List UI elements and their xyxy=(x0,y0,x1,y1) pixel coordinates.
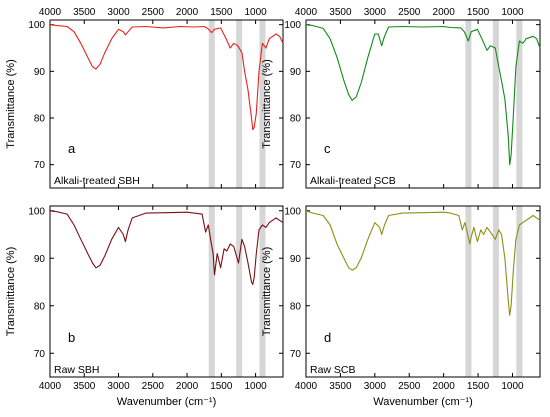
highlight-band xyxy=(465,206,472,377)
y-tick-label: 70 xyxy=(290,160,302,171)
x-tick-label: 2500 xyxy=(398,381,421,392)
plot-frame xyxy=(49,19,284,189)
series-line xyxy=(49,210,284,285)
panel-letter: a xyxy=(68,141,76,156)
y-axis-label: Transmittance (%) xyxy=(5,247,17,336)
highlight-band xyxy=(208,20,215,188)
x-tick-label: 2000 xyxy=(176,381,199,392)
top-x-tick-label: 1000 xyxy=(244,7,267,18)
y-tick-label: 70 xyxy=(34,349,46,360)
y-tick-label: 90 xyxy=(290,254,302,265)
x-axis-label: Wavenumber (cm⁻¹) xyxy=(373,396,473,408)
top-x-tick-label: 1500 xyxy=(210,7,233,18)
y-tick-label: 70 xyxy=(290,349,302,360)
top-x-tick-label: 2500 xyxy=(142,7,165,18)
y-tick-label: 90 xyxy=(34,67,46,78)
y-axis-label: Transmittance (%) xyxy=(261,247,273,336)
y-tick-label: 100 xyxy=(284,20,301,31)
top-x-tick-label: 1500 xyxy=(467,7,490,18)
y-tick-label: 80 xyxy=(290,114,302,125)
highlight-band xyxy=(492,20,499,188)
x-tick-label: 1500 xyxy=(467,381,490,392)
x-axis-label: Wavenumber (cm⁻¹) xyxy=(117,396,217,408)
y-tick-label: 70 xyxy=(34,160,46,171)
x-tick-label: 3000 xyxy=(364,381,387,392)
panel-caption: Alkali-treated SCB xyxy=(310,175,396,187)
y-tick-label: 80 xyxy=(290,301,302,312)
series-line xyxy=(305,210,541,316)
top-x-tick-label: 3000 xyxy=(364,7,387,18)
panel-caption: Alkali-treated SBH xyxy=(54,175,140,187)
x-tick-label: 4000 xyxy=(295,381,318,392)
x-tick-label: 3000 xyxy=(107,381,130,392)
highlight-band xyxy=(465,20,472,188)
top-x-tick-label: 1000 xyxy=(501,7,524,18)
y-tick-label: 90 xyxy=(290,67,302,78)
top-x-tick-label: 4000 xyxy=(39,7,62,18)
top-x-tick-label: 2000 xyxy=(433,7,456,18)
panel-c: 70 80 90 100 4000 3500 3000 2500 2000 1500 1000 Tra… xyxy=(261,7,541,189)
x-tick-label: 2500 xyxy=(142,381,165,392)
x-tick-label: 2000 xyxy=(433,381,456,392)
series-line xyxy=(305,24,541,166)
x-tick-label: 1000 xyxy=(244,381,267,392)
series-line xyxy=(49,24,284,131)
top-x-tick-label: 2500 xyxy=(398,7,421,18)
highlight-band xyxy=(236,20,243,188)
x-tick-label: 4000 xyxy=(39,381,62,392)
x-tick-label: 1000 xyxy=(501,381,524,392)
y-axis-label: Transmittance (%) xyxy=(5,59,17,148)
plot-frame xyxy=(305,205,541,378)
panel-caption: Raw SBH xyxy=(54,364,100,376)
highlight-band xyxy=(236,206,243,377)
highlight-band xyxy=(259,20,266,188)
y-tick-label: 100 xyxy=(28,206,45,217)
highlight-band xyxy=(208,206,215,377)
panel-a: 70 80 90 100 4000 3500 3000 2500 2000 1500 1000 Tra… xyxy=(5,7,284,189)
top-x-tick-label: 3500 xyxy=(329,7,352,18)
y-tick-label: 90 xyxy=(34,254,46,265)
panel-letter: b xyxy=(68,330,75,345)
top-x-tick-label: 2000 xyxy=(176,7,199,18)
highlight-band xyxy=(516,206,523,377)
y-tick-label: 80 xyxy=(34,114,46,125)
highlight-band xyxy=(516,20,523,188)
top-x-tick-label: 3500 xyxy=(73,7,96,18)
highlight-band xyxy=(259,206,266,377)
top-x-tick-label: 4000 xyxy=(295,7,318,18)
top-x-tick-label: 3000 xyxy=(107,7,130,18)
panel-letter: c xyxy=(324,141,331,156)
x-tick-label: 3500 xyxy=(73,381,96,392)
y-tick-label: 100 xyxy=(28,20,45,31)
panel-b: 70 80 90 100 4000 3500 3000 2500 2000 1500 1000 Wav… xyxy=(5,205,284,408)
y-tick-label: 80 xyxy=(34,301,46,312)
panel-letter: d xyxy=(324,330,331,345)
y-tick-label: 100 xyxy=(284,206,301,217)
plot-frame xyxy=(305,19,541,189)
panel-caption: Raw SCB xyxy=(310,364,356,376)
highlight-band xyxy=(492,206,499,377)
x-tick-label: 3500 xyxy=(329,381,352,392)
plot-frame xyxy=(49,205,284,378)
panel-d: 70 80 90 100 4000 3500 3000 2500 2000 1500 1000 Wav… xyxy=(261,205,541,408)
y-axis-label: Transmittance (%) xyxy=(261,59,273,148)
x-tick-label: 1500 xyxy=(210,381,233,392)
